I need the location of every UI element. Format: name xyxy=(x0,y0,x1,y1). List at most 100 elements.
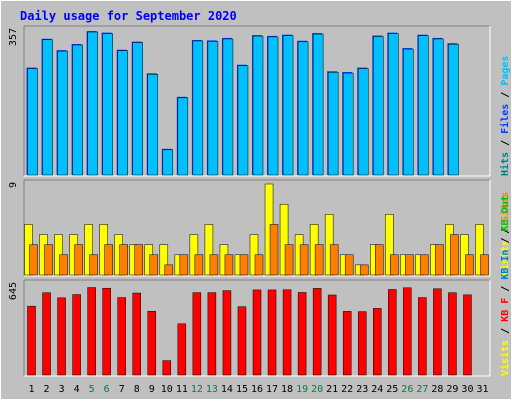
x-tick-label: 13 xyxy=(206,384,218,395)
bar-visits xyxy=(159,244,169,276)
bar-kb-f xyxy=(418,297,427,376)
bar-sites xyxy=(480,254,489,276)
x-tick-label: 23 xyxy=(356,384,368,395)
bar-pages xyxy=(448,43,459,176)
x-tick-label: 19 xyxy=(296,384,308,395)
x-tick-label: 25 xyxy=(386,384,398,395)
bar-pages xyxy=(267,36,279,176)
bar-pages xyxy=(162,149,174,176)
legend-entry: Files xyxy=(499,104,511,134)
bar-pages xyxy=(222,38,234,176)
x-tick-label: 29 xyxy=(446,384,458,395)
bar-kb-f xyxy=(72,294,81,376)
bar-kb-f xyxy=(312,288,322,376)
legend-text: Visits / KB F / KB In / KB Out xyxy=(499,195,511,376)
x-tick-label: 18 xyxy=(281,384,293,395)
bar-sites xyxy=(164,264,174,276)
x-tick-label: 17 xyxy=(266,384,278,395)
panel-top-legend: Hits / Files / Pages xyxy=(499,56,511,176)
panel-top: 357 Hits / Files / Pages xyxy=(8,25,511,177)
bar-sites xyxy=(254,254,264,276)
bar-pages xyxy=(357,68,369,176)
bar-sites xyxy=(465,254,474,276)
bar-sites xyxy=(59,254,68,276)
x-tick-label: 21 xyxy=(326,384,338,395)
bar-pages xyxy=(418,35,429,176)
bar-kb-f xyxy=(282,289,292,376)
bar-kb-f xyxy=(207,292,217,376)
x-tick-label: 20 xyxy=(311,384,323,395)
bar-pages xyxy=(342,72,354,176)
bar-kb-f xyxy=(297,292,307,376)
bar-kb-f xyxy=(403,287,412,376)
bar-kb-f xyxy=(463,294,472,376)
bar-sites xyxy=(239,254,249,276)
bar-visits xyxy=(84,224,93,276)
bar-kb-f xyxy=(373,308,382,376)
bar-kb-f xyxy=(177,323,187,376)
bar-kb-f xyxy=(102,287,111,376)
x-tick-label: 24 xyxy=(371,384,383,395)
bar-visits xyxy=(279,203,289,276)
bar-pages xyxy=(282,35,294,176)
bar-sites xyxy=(405,254,414,276)
legend-separator: / xyxy=(500,222,511,240)
panel-middle: 9 Visits / Sites xyxy=(8,179,511,277)
bar-pages xyxy=(117,50,128,176)
panel-middle-max-label: 9 xyxy=(8,182,19,188)
x-tick-label: 2 xyxy=(44,384,50,395)
x-tick-label: 14 xyxy=(221,384,233,395)
bar-kb-f xyxy=(342,311,352,376)
x-tick-label: 22 xyxy=(341,384,353,395)
bar-sites xyxy=(450,234,459,276)
bar-pages xyxy=(72,44,83,176)
bar-kb-f xyxy=(433,288,442,376)
x-tick-label: 12 xyxy=(191,384,203,395)
x-tick-label: 27 xyxy=(416,384,428,395)
legend-entry: KB In xyxy=(500,250,511,280)
panel-top-max-label: 357 xyxy=(8,28,19,46)
bar-kb-f xyxy=(162,360,172,376)
bar-pages xyxy=(102,33,113,176)
x-axis-labels: 1 2 3 4 5 6 7 8 9 10 11 12 13 14 15 16 17 18 19 20 21 22 23 24 2… xyxy=(29,384,489,395)
bar-kb-f xyxy=(192,292,202,376)
legend-entry: Sites xyxy=(499,192,511,222)
chart-title: Daily usage for September 2020 xyxy=(20,9,237,23)
x-tick-label: 30 xyxy=(461,384,473,395)
x-tick-label: 10 xyxy=(161,384,173,395)
bar-pages xyxy=(27,68,38,176)
panel-bottom-max-label: 645 xyxy=(8,282,19,300)
bar-visits xyxy=(204,224,214,276)
x-tick-label: 31 xyxy=(476,384,488,395)
bar-pages xyxy=(297,41,309,176)
bar-pages xyxy=(192,40,204,176)
x-tick-label: 6 xyxy=(104,384,110,395)
bar-sites xyxy=(375,244,384,276)
x-tick-label: 9 xyxy=(149,384,155,395)
legend-entry: Visits xyxy=(499,240,511,276)
bar-sites xyxy=(299,244,309,276)
legend-entry: Pages xyxy=(500,56,511,86)
bar-sites xyxy=(344,254,354,276)
bar-kb-f xyxy=(237,306,247,376)
bar-pages xyxy=(207,41,219,176)
bar-kb-f xyxy=(222,290,232,376)
bar-pages xyxy=(87,31,98,176)
bar-pages xyxy=(403,48,414,176)
legend-entry: KB F xyxy=(500,298,511,322)
x-tick-label: 8 xyxy=(134,384,140,395)
bar-kb-f xyxy=(252,289,262,376)
bar-pages xyxy=(42,39,53,176)
bar-sites xyxy=(314,244,324,276)
bar-kb-f xyxy=(267,289,277,376)
bar-pages xyxy=(132,42,143,176)
bar-kb-f xyxy=(388,289,397,376)
legend-separator: / xyxy=(500,231,511,249)
legend-separator: / xyxy=(500,322,511,340)
bar-sites xyxy=(194,254,204,276)
bar-kb-f xyxy=(448,292,457,376)
legend-text: Visits / Sites xyxy=(499,192,511,276)
legend-separator: / xyxy=(500,86,511,104)
